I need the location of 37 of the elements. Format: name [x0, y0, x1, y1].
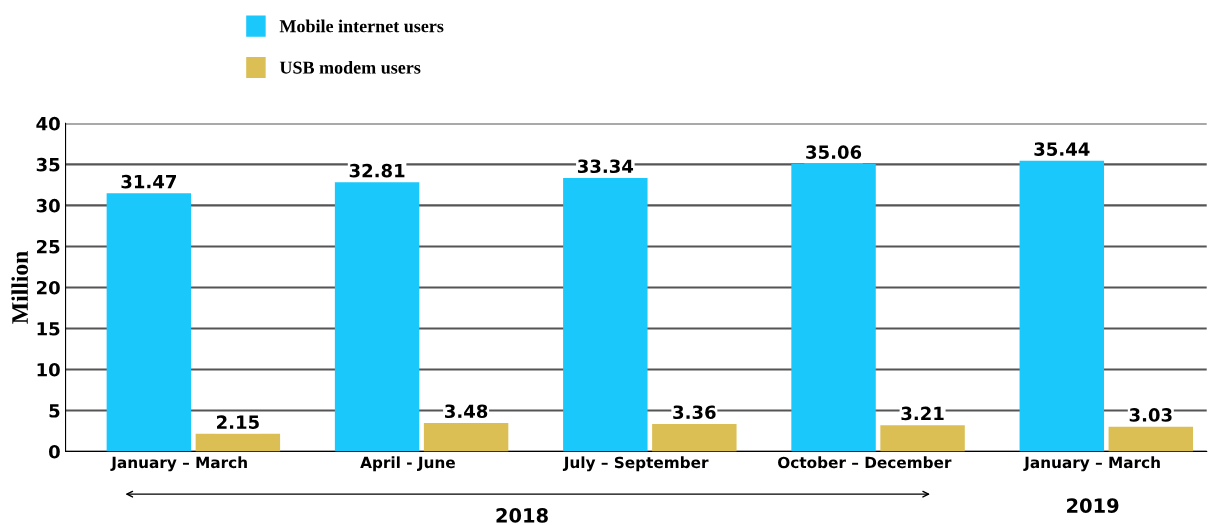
bar [423, 422, 509, 452]
bar [880, 425, 965, 452]
y-tick-label: 20 [37, 280, 60, 295]
data-label: 2.15 [217, 415, 259, 429]
y-axis-title: Million [11, 251, 28, 324]
x-tick-label: January – March [1023, 456, 1160, 472]
data-label: 31.47 [121, 174, 176, 189]
data-label: 3.48 [445, 404, 488, 419]
y-tick-label: 35 [36, 157, 60, 172]
legend-label: USB modem users [279, 61, 421, 74]
data-label: 3.36 [673, 405, 716, 420]
x-tick-label: April - June [360, 456, 455, 472]
data-label: 35.44 [1034, 142, 1090, 156]
y-tick-label: 5 [49, 404, 60, 418]
bar [195, 433, 281, 452]
data-label: 33.34 [577, 159, 634, 174]
data-label: 32.81 [349, 163, 405, 178]
bar [334, 182, 420, 452]
y-tick-label: 0 [49, 444, 60, 459]
bar [1108, 426, 1194, 452]
data-label: 35.06 [806, 145, 862, 160]
data-label: 3.03 [1129, 408, 1172, 422]
x-tick-label: October – December [778, 456, 952, 469]
text: 2018 [496, 508, 548, 523]
bar [791, 163, 876, 452]
x-tick-label: January – March [110, 456, 247, 472]
legend-label: Mobile internet users [279, 19, 444, 33]
bar [652, 423, 737, 452]
y-tick-label: 10 [37, 362, 60, 377]
bar [563, 178, 648, 452]
y-tick-label: 15 [37, 322, 60, 336]
y-tick-label: 40 [36, 116, 60, 131]
data-label: 3.21 [901, 406, 944, 421]
y-tick-label: 30 [36, 198, 60, 213]
text: 2019 [1067, 498, 1119, 513]
x-tick-label: July – September [562, 456, 709, 472]
y-tick-label: 25 [37, 239, 60, 254]
